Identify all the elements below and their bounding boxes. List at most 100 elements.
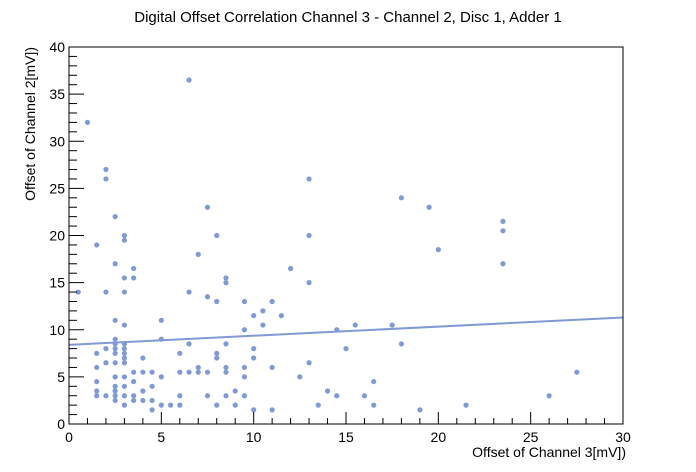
data-point <box>500 218 506 224</box>
axes-layer <box>68 46 624 425</box>
data-point <box>241 298 248 305</box>
data-point <box>269 407 275 413</box>
y-tick-label: 5 <box>57 369 65 385</box>
x-tick-label: 10 <box>246 429 262 445</box>
x-axis-label: Offset of Channel 3[mV]) <box>472 444 626 460</box>
data-point <box>75 289 81 295</box>
data-point <box>195 369 201 375</box>
data-point <box>177 350 183 356</box>
data-point <box>315 402 321 408</box>
data-point <box>297 374 303 380</box>
data-point <box>223 369 229 375</box>
data-point <box>214 402 220 408</box>
data-point <box>112 360 118 366</box>
data-point <box>574 369 580 375</box>
y-tick-label: 35 <box>49 86 65 102</box>
data-point <box>94 350 100 356</box>
data-point <box>121 402 127 408</box>
x-tick-label: 30 <box>615 429 631 445</box>
y-axis-label: Offset of Channel 2[mV]) <box>22 47 38 201</box>
data-point <box>121 383 127 389</box>
data-point <box>241 327 248 333</box>
data-point <box>306 360 312 366</box>
data-point <box>223 364 229 371</box>
data-point <box>112 350 118 356</box>
data-point <box>94 378 100 385</box>
data-point <box>223 280 229 286</box>
data-point <box>177 402 183 408</box>
data-point <box>260 322 266 328</box>
data-point <box>398 341 404 347</box>
data-point <box>214 298 220 305</box>
data-point <box>121 275 127 281</box>
data-point <box>158 374 164 380</box>
x-tick-label: 15 <box>338 429 354 445</box>
data-point <box>186 289 192 295</box>
data-point <box>241 364 248 371</box>
data-point <box>112 346 118 352</box>
data-point <box>186 341 192 347</box>
data-point <box>343 346 349 352</box>
data-point <box>131 369 137 375</box>
data-point <box>158 317 164 323</box>
y-tick-label: 0 <box>57 416 65 432</box>
data-point <box>121 360 127 366</box>
data-point <box>500 261 506 267</box>
data-point <box>251 346 257 352</box>
tick-labels-layer: 0 5 10 15 20 25 30 0 5 10 15 20 25 30 35 40 <box>49 39 631 445</box>
data-point <box>251 407 257 413</box>
data-point <box>306 232 312 239</box>
y-tick-label: 20 <box>49 228 65 244</box>
data-point <box>241 374 248 380</box>
data-point <box>214 232 220 239</box>
data-point <box>121 289 127 295</box>
data-point <box>140 388 146 394</box>
data-point <box>158 402 164 408</box>
data-point <box>361 393 368 399</box>
data-point <box>112 397 118 404</box>
data-point <box>103 176 109 182</box>
data-point <box>103 289 109 295</box>
data-point <box>121 374 127 380</box>
data-point <box>334 327 340 333</box>
data-point <box>131 265 137 272</box>
data-point <box>103 393 109 399</box>
data-point <box>260 308 266 314</box>
data-point <box>149 397 155 404</box>
data-point <box>435 247 441 253</box>
data-point <box>103 166 109 173</box>
data-point <box>149 407 155 413</box>
data-point <box>389 322 395 328</box>
y-tick-label: 10 <box>49 322 65 338</box>
data-point <box>103 360 109 366</box>
data-point <box>214 350 220 356</box>
data-point <box>417 407 423 413</box>
data-point <box>195 251 201 257</box>
data-points-layer <box>75 77 580 413</box>
y-tick-label: 40 <box>49 39 65 55</box>
data-point <box>112 261 118 267</box>
x-tick-label: 0 <box>65 429 73 445</box>
data-point <box>103 346 109 352</box>
y-tick-label: 15 <box>49 275 65 291</box>
data-point <box>546 393 552 399</box>
data-point <box>306 280 312 286</box>
data-point <box>149 369 155 375</box>
data-point <box>131 397 137 404</box>
data-point <box>352 322 358 328</box>
data-point <box>121 341 127 347</box>
chart-title: Digital Offset Correlation Channel 3 - C… <box>134 9 561 26</box>
data-point <box>269 364 275 371</box>
data-point <box>500 228 506 234</box>
data-point <box>463 402 469 408</box>
data-point <box>214 355 220 361</box>
data-point <box>288 265 294 272</box>
data-point <box>195 364 201 371</box>
x-tick-label: 20 <box>431 429 447 445</box>
data-point <box>94 364 100 371</box>
plot-frame <box>68 46 624 425</box>
data-point <box>121 322 127 328</box>
data-point <box>223 393 229 399</box>
fit-line <box>68 316 624 346</box>
data-point <box>251 313 257 319</box>
